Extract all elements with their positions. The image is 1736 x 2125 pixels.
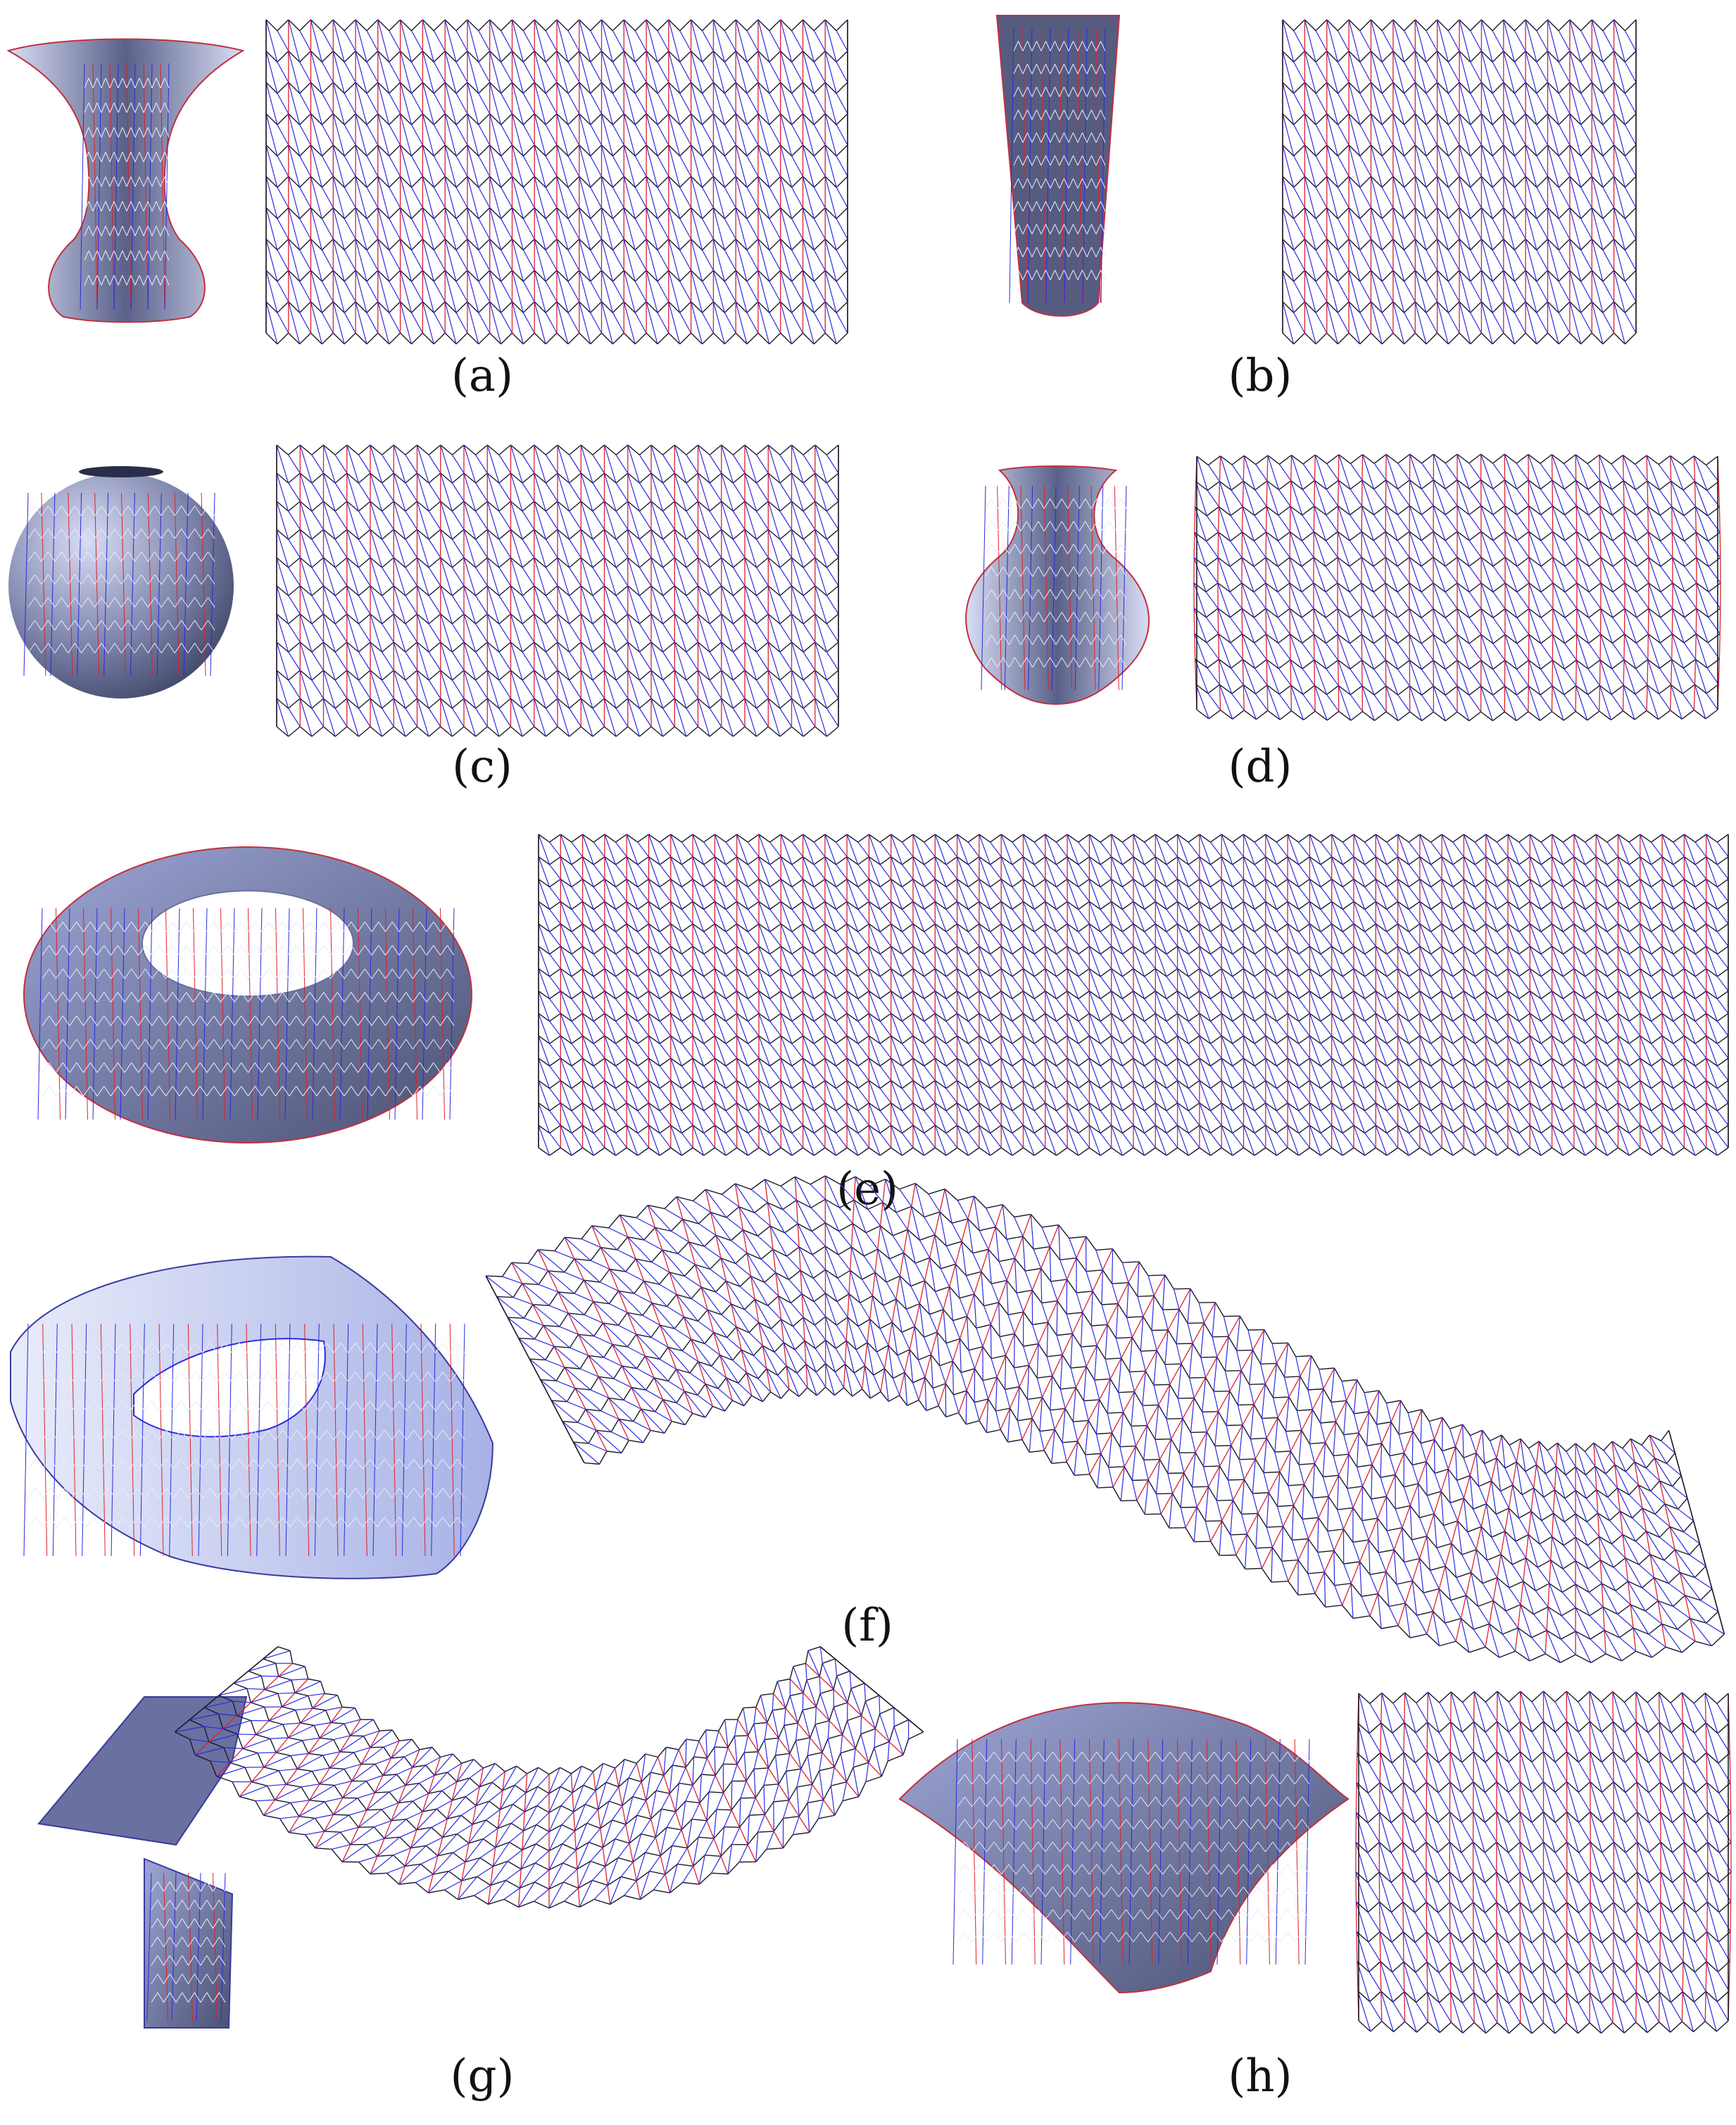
model-a-hyperboloid-vase [6, 38, 245, 323]
caption-b: (b) [1228, 350, 1292, 402]
panel-e: (e) [23, 834, 1729, 1215]
crease-pattern-c [276, 444, 839, 737]
caption-h: (h) [1228, 2050, 1292, 2102]
crease-pattern-h [1355, 1691, 1732, 2034]
panel-h: (h) [898, 1691, 1732, 2102]
crease-pattern-b [1282, 19, 1637, 345]
model-f-twisted-ring [10, 1255, 494, 1579]
crease-pattern-f [485, 1175, 1725, 1664]
panel-b: (b) [995, 15, 1637, 402]
crease-pattern-a [265, 19, 848, 345]
panel-a: (a) [6, 19, 848, 402]
model-b-tapered-cylinder [995, 15, 1121, 317]
crease-pattern-e [538, 834, 1729, 1156]
model-e-torus [23, 846, 472, 1143]
panel-c: (c) [8, 444, 839, 793]
caption-c: (c) [452, 741, 512, 793]
panel-d: (d) [965, 453, 1721, 793]
model-d-vase [965, 465, 1150, 706]
crease-pattern-d [1193, 453, 1721, 722]
model-g-helicoid-strip [37, 1696, 248, 2029]
panel-f: (f) [10, 1175, 1725, 1664]
caption-a: (a) [451, 350, 513, 402]
caption-d: (d) [1228, 741, 1292, 793]
model-c-sphere [8, 466, 234, 698]
panel-g: (g) [37, 1646, 924, 2102]
crease-pattern-g [174, 1646, 924, 1909]
caption-f: (f) [841, 1600, 893, 1652]
caption-g: (g) [451, 2050, 515, 2102]
model-h-saddle-surface [898, 1702, 1350, 1994]
